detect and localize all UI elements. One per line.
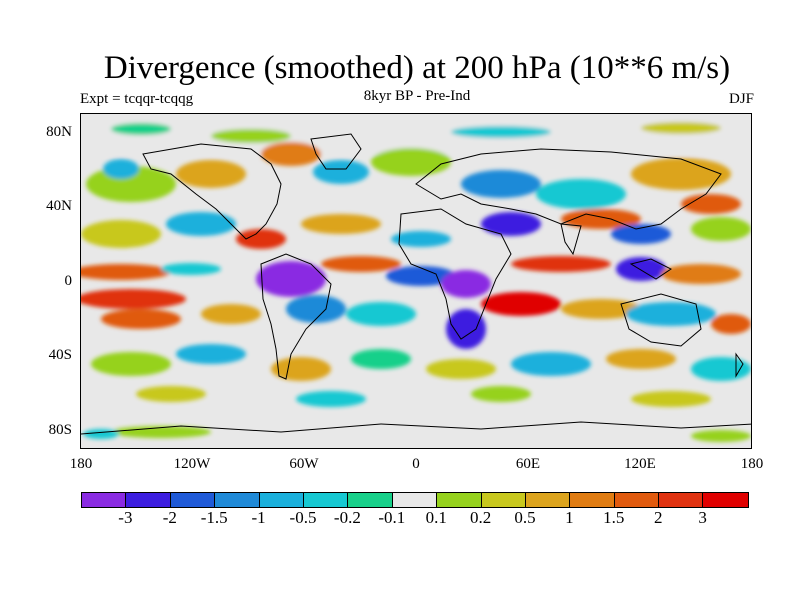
- x-tick-label: 0: [412, 456, 420, 472]
- x-tick-label: 120W: [173, 456, 211, 472]
- colorbar-swatch: [303, 493, 349, 507]
- colorbar-label: 2: [653, 508, 663, 527]
- y-tick-label: 40N: [46, 198, 72, 214]
- colorbar-label: 1.5: [603, 508, 625, 527]
- map-title: Divergence (smoothed) at 200 hPa (10**6 …: [103, 50, 731, 86]
- colorbar-swatch: [481, 493, 526, 507]
- colorbar-swatch: [614, 493, 660, 507]
- colorbar-label: -1: [251, 508, 266, 527]
- colorbar-swatch: [437, 493, 482, 507]
- season-label: DJF: [728, 91, 754, 107]
- colorbar-swatch: [82, 493, 127, 507]
- colorbar-swatch: [703, 493, 748, 507]
- colorbar-label: -0.1: [378, 508, 406, 527]
- experiment-label: Expt = tcqqr-tcqqg: [80, 91, 194, 107]
- x-tick-label: 180: [740, 456, 764, 472]
- y-tick-label: 0: [64, 273, 73, 289]
- colorbar-label: 3: [698, 508, 707, 527]
- y-tick-label: 40S: [48, 347, 72, 363]
- colorbar-label: -0.2: [333, 508, 361, 527]
- period-label: 8kyr BP - Pre-Ind: [363, 88, 471, 104]
- colorbar-label: -1.5: [200, 508, 228, 527]
- x-tick-label: 60E: [515, 456, 541, 472]
- colorbar-label: -0.5: [289, 508, 317, 527]
- colorbar-swatch: [259, 493, 304, 507]
- colorbar: [81, 492, 749, 508]
- colorbar-label: 0.1: [425, 508, 447, 527]
- colorbar-swatch: [659, 493, 704, 507]
- colorbar-swatch: [525, 493, 571, 507]
- colorbar-swatch: [392, 493, 438, 507]
- x-tick-label: 120E: [624, 456, 656, 472]
- colorbar-swatch: [170, 493, 216, 507]
- colorbar-label: -2: [162, 508, 177, 527]
- colorbar-label: 1: [565, 508, 574, 527]
- y-tick-label: 80N: [46, 124, 72, 140]
- colorbar-swatch: [215, 493, 260, 507]
- colorbar-label: 0.5: [514, 508, 536, 527]
- colorbar-swatch: [126, 493, 171, 507]
- colorbar-label: 0.2: [469, 508, 492, 527]
- x-tick-label: 180: [69, 456, 93, 472]
- divergence-field: [81, 114, 751, 448]
- colorbar-label: -3: [118, 508, 133, 527]
- colorbar-swatch: [570, 493, 615, 507]
- x-tick-label: 60W: [289, 456, 319, 472]
- divergence-map: [80, 113, 752, 449]
- y-tick-label: 80S: [48, 422, 72, 438]
- colorbar-swatch: [348, 493, 393, 507]
